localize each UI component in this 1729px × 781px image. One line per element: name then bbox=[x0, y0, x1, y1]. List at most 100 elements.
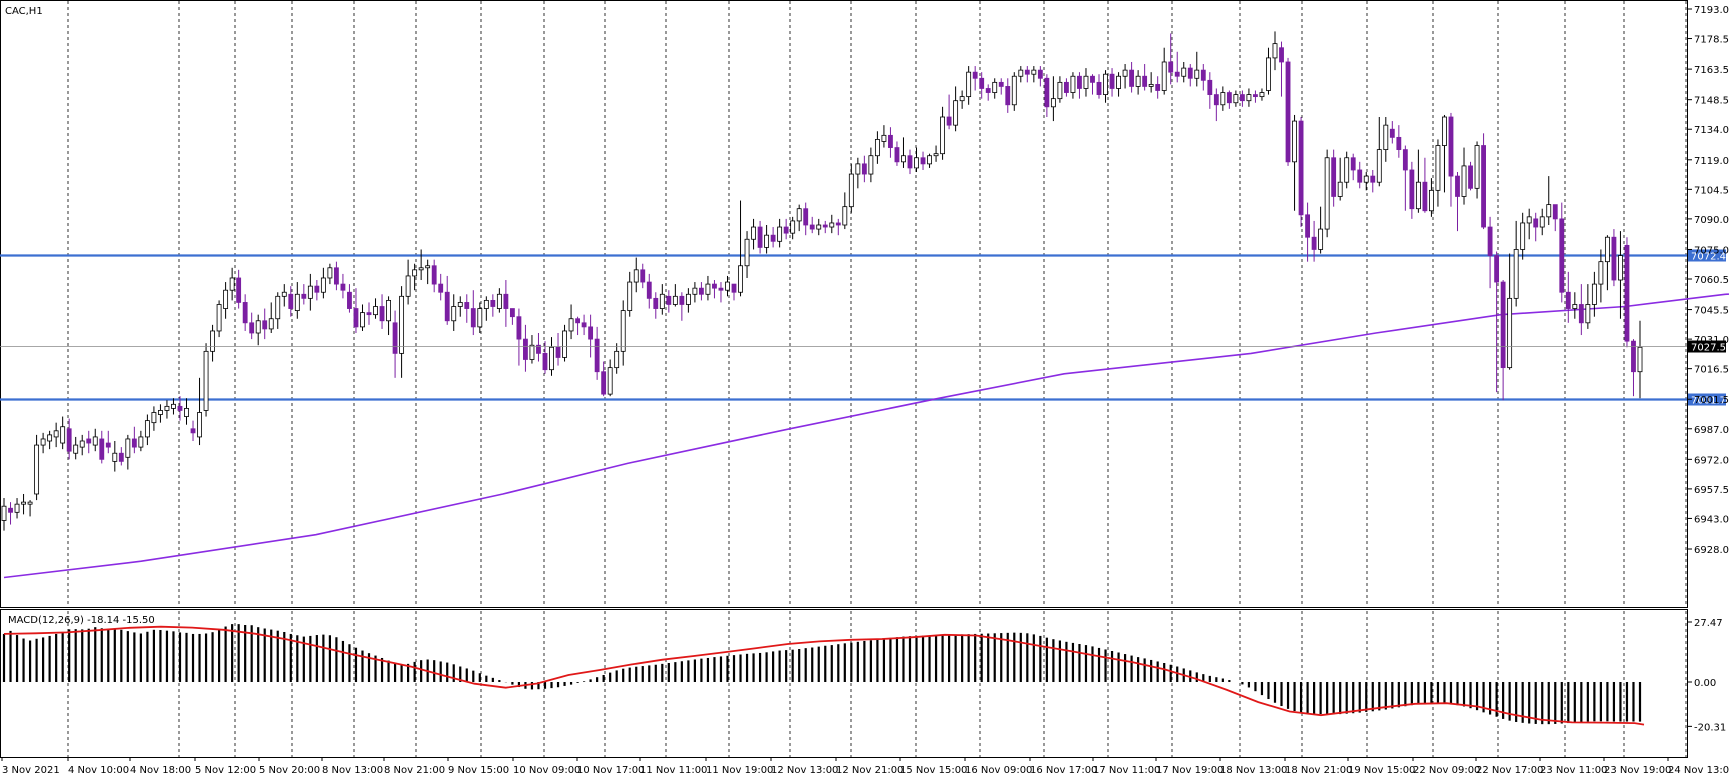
candle-bear bbox=[1552, 204, 1558, 220]
candle-bull bbox=[112, 452, 118, 462]
candle-bear bbox=[907, 155, 913, 169]
macd-title: MACD(12,26,9) -18.14 -15.50 bbox=[8, 615, 155, 626]
candle-bear bbox=[1142, 75, 1148, 87]
candle-bear bbox=[1559, 218, 1565, 293]
candle-bear bbox=[536, 344, 541, 354]
candle-bull bbox=[320, 277, 326, 293]
candle-bear bbox=[594, 338, 600, 373]
candle-bear bbox=[1481, 145, 1486, 228]
time-tick-label: 11 Nov 19:00 bbox=[706, 765, 773, 776]
candle-bear bbox=[99, 438, 105, 460]
candle-bear bbox=[770, 234, 776, 242]
candle-bull bbox=[275, 295, 281, 320]
candle-bull bbox=[418, 267, 424, 271]
time-tick-label: 23 Nov 11:00 bbox=[1540, 765, 1607, 776]
candle-bull bbox=[79, 440, 85, 448]
time-tick-label: 23 Nov 19:00 bbox=[1604, 765, 1671, 776]
time-tick-label: 3 Nov 2021 bbox=[2, 765, 60, 776]
candle-bull bbox=[268, 318, 274, 330]
candle-bull bbox=[1148, 83, 1154, 87]
candle-bull bbox=[1259, 92, 1265, 98]
candle-bear bbox=[1213, 94, 1219, 106]
current-price-tag bbox=[1688, 340, 1726, 353]
candle-bear bbox=[509, 308, 515, 318]
candle-bear bbox=[1187, 67, 1193, 79]
candle-bull bbox=[659, 293, 665, 309]
candle-bull bbox=[1526, 216, 1532, 224]
macd-signal-polyline bbox=[3, 625, 1645, 726]
candle-bear bbox=[861, 163, 867, 175]
candle-bull bbox=[1376, 149, 1382, 183]
candle-bear bbox=[1468, 165, 1473, 189]
candle-bull bbox=[927, 155, 932, 165]
candle-bull bbox=[307, 285, 313, 299]
candle-bull bbox=[451, 306, 457, 322]
candle-bull bbox=[627, 281, 633, 311]
time-tick-label: 4 Nov 18:00 bbox=[130, 765, 191, 776]
candle-bear bbox=[972, 71, 978, 79]
level-price-label: 7001.7 bbox=[1691, 396, 1726, 407]
candle-bull bbox=[725, 281, 730, 291]
candle-bull bbox=[1637, 346, 1643, 373]
macd-pane-frame bbox=[0, 609, 1688, 758]
candle-bear bbox=[555, 346, 561, 358]
candle-bull bbox=[633, 269, 639, 283]
candle-bull bbox=[203, 350, 209, 411]
candle-bear bbox=[1253, 94, 1258, 98]
candle-bear bbox=[1624, 244, 1630, 342]
price-tick-label: 6957.5 bbox=[1694, 485, 1729, 496]
candle-bear bbox=[464, 302, 470, 309]
candle-bull bbox=[1461, 165, 1467, 197]
candle-bull bbox=[1363, 175, 1369, 183]
candle-bull bbox=[73, 444, 79, 454]
candle-bear bbox=[347, 291, 352, 309]
grid-lines bbox=[67, 1, 1687, 757]
candle-bear bbox=[920, 157, 926, 165]
candle-bear bbox=[1285, 61, 1291, 163]
candle-bull bbox=[914, 157, 919, 169]
candle-bear bbox=[444, 291, 450, 322]
candle-bull bbox=[1618, 255, 1623, 281]
time-tick-label: 22 Nov 09:00 bbox=[1413, 765, 1480, 776]
candle-bear bbox=[66, 428, 72, 452]
price-tick-label: 7045.5 bbox=[1694, 306, 1729, 317]
candle-bull bbox=[1415, 181, 1421, 210]
candle-bear bbox=[946, 116, 952, 126]
candle-bear bbox=[698, 287, 704, 295]
candle-bear bbox=[314, 285, 320, 293]
candle-bear bbox=[177, 405, 183, 411]
candle-bear bbox=[1389, 128, 1395, 138]
candle-bull bbox=[405, 275, 411, 297]
candle-bear bbox=[392, 322, 398, 354]
time-tick-label: 12 Nov 21:00 bbox=[836, 765, 903, 776]
candle-bull bbox=[1050, 98, 1056, 108]
candle-bear bbox=[1565, 291, 1571, 309]
horizontal-levels[interactable]: 7072.4 7001.7 bbox=[0, 249, 1726, 407]
candle-bull bbox=[1135, 75, 1141, 87]
candle-bull bbox=[164, 405, 170, 411]
candle-bear bbox=[190, 428, 196, 434]
candle-bear bbox=[1096, 81, 1102, 95]
candle-bear bbox=[1044, 77, 1050, 108]
candle-bull bbox=[614, 350, 620, 369]
candle-bull bbox=[294, 293, 300, 311]
time-tick-label: 18 Nov 21:00 bbox=[1285, 765, 1352, 776]
candle-bull bbox=[1591, 283, 1597, 305]
time-tick-label: 4 Nov 10:00 bbox=[68, 765, 129, 776]
candle-bull bbox=[255, 320, 261, 334]
candle-bear bbox=[1500, 281, 1506, 369]
candle-bear bbox=[1305, 214, 1311, 238]
candle-bull bbox=[1383, 124, 1389, 151]
candle-bull bbox=[158, 410, 163, 415]
candle-bull bbox=[685, 293, 691, 305]
candle-bear bbox=[822, 224, 828, 228]
current-price-label: 7027.5 bbox=[1691, 343, 1726, 354]
candle-bull bbox=[764, 234, 770, 248]
candle-bull bbox=[1585, 304, 1591, 324]
candle-bull bbox=[483, 299, 489, 309]
candle-bull bbox=[816, 224, 822, 230]
candle-bear bbox=[249, 322, 255, 334]
price-tick-label: 7104.5 bbox=[1694, 185, 1729, 196]
